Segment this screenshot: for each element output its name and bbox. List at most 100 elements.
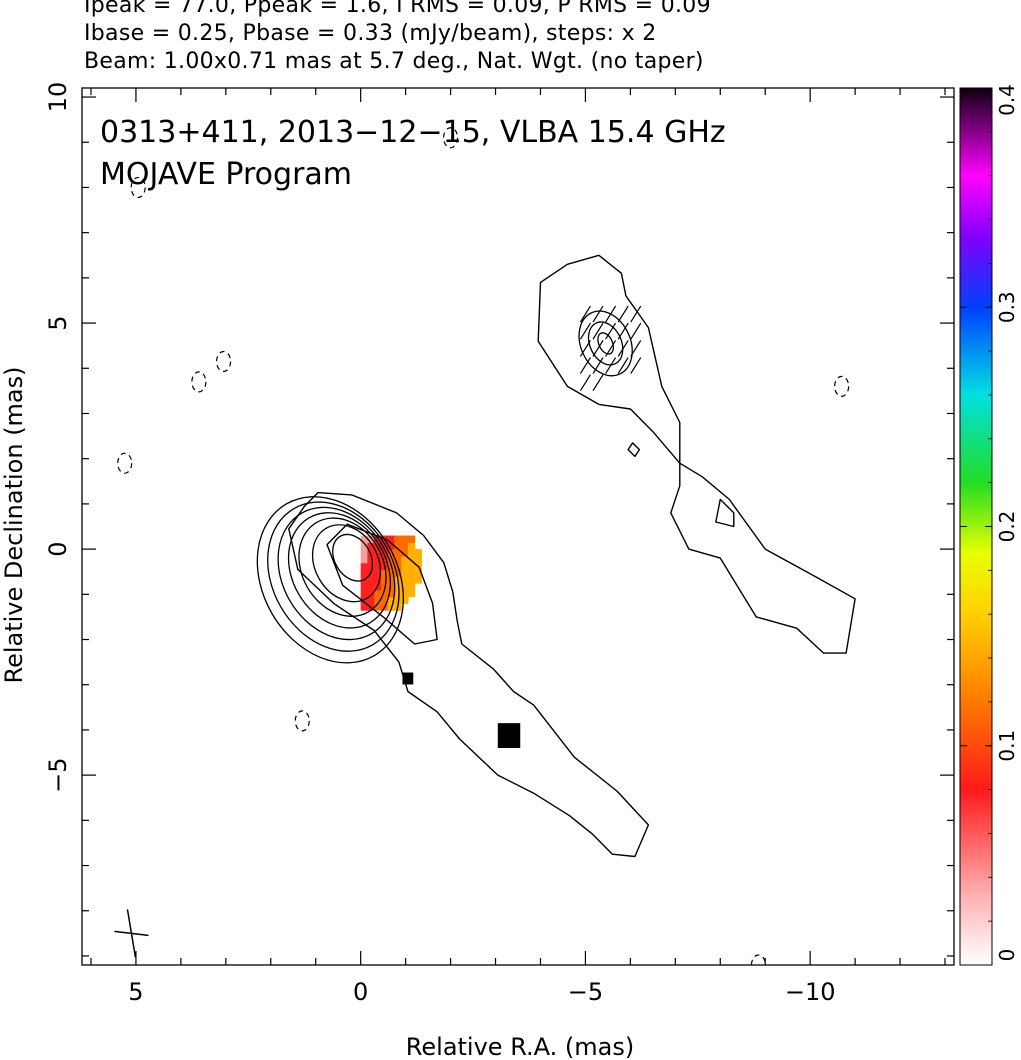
polarization-vector: [592, 374, 604, 392]
polarization-vector: [617, 357, 629, 374]
core-contour: [267, 501, 400, 652]
polarization-vector: [605, 322, 617, 340]
dark-patch: [402, 672, 414, 685]
polarization-vector: [579, 305, 591, 323]
polarization-vector: [579, 340, 591, 357]
polarization-cell: [374, 562, 382, 571]
polarization-cell: [367, 555, 375, 564]
polarization-cell: [360, 589, 369, 598]
polarization-cell: [367, 535, 375, 543]
polarization-vector: [579, 374, 591, 392]
colorbar-tick-label: 0.3: [995, 291, 1019, 323]
polarization-cell: [407, 562, 416, 571]
core-contour: [256, 496, 404, 664]
polarization-cell: [387, 549, 395, 557]
polarization-cell: [360, 535, 369, 543]
polarization-cell: [367, 549, 375, 557]
polarization-cell: [394, 535, 402, 543]
polarization-cell: [387, 555, 395, 564]
polarization-cell: [380, 549, 389, 557]
polarization-cell: [360, 569, 369, 577]
y-tick-label: 10: [44, 82, 72, 113]
polarization-cell: [414, 549, 422, 557]
polarization-cell: [394, 583, 402, 591]
polarization-cell: [360, 583, 369, 591]
polarization-cell: [380, 576, 389, 584]
jet-contour: [715, 498, 735, 528]
polarization-cell: [374, 542, 382, 550]
x-tick-label: −10: [785, 978, 836, 1006]
knot-contour: [578, 310, 633, 377]
colorbar-tick-label: 0.1: [995, 730, 1019, 762]
polarization-cell: [401, 542, 409, 550]
polarization-cell: [360, 596, 369, 604]
negative-contour: [442, 127, 459, 149]
header-line-3: Beam: 1.00x0.71 mas at 5.7 deg., Nat. Wg…: [84, 49, 704, 74]
polarization-cell: [414, 555, 422, 564]
colorbar-tick-label: 0.2: [995, 511, 1019, 543]
polarization-cell: [387, 542, 395, 550]
negative-contour: [130, 176, 146, 199]
y-axis-label: Relative Declination (mas): [0, 366, 28, 683]
polarization-cell: [401, 569, 409, 577]
polarization-cell: [401, 562, 409, 571]
x-tick-label: −5: [568, 978, 603, 1006]
plot-frame: [81, 87, 955, 966]
polarization-cell: [374, 596, 382, 604]
polarization-cell: [407, 583, 416, 591]
polarization-vector: [579, 357, 591, 374]
core-contour: [277, 506, 396, 641]
polarization-cell: [374, 555, 382, 564]
polarization-cell: [367, 589, 375, 598]
polarization-vector: [630, 340, 642, 357]
header-line-2: Ibase = 0.25, Pbase = 0.33 (mJy/beam), s…: [84, 21, 657, 46]
core-contour: [332, 533, 374, 582]
polarization-vector: [605, 305, 617, 323]
polarization-cell: [380, 542, 389, 550]
polarization-vector: [630, 357, 642, 374]
polarization-cell: [380, 596, 389, 604]
colorbar-tick-label: 0.4: [995, 84, 1019, 116]
negative-contour: [750, 954, 767, 965]
polarization-vector: [592, 357, 604, 374]
polarization-cell: [401, 555, 409, 564]
core-contour: [311, 524, 382, 603]
polarization-cell: [360, 562, 369, 571]
polarization-vector: [630, 322, 642, 340]
polarization-vector: [630, 305, 642, 323]
y-tick-label: −5: [44, 757, 72, 792]
polarization-cell: [387, 576, 395, 584]
polarization-cell: [394, 589, 402, 598]
polarization-vector: [617, 340, 629, 357]
jet-contour: [537, 254, 856, 654]
polarization-cell: [401, 549, 409, 557]
x-tick-label: 0: [353, 978, 368, 1006]
polarization-cell: [387, 569, 395, 577]
polarization-cell: [367, 583, 375, 591]
dark-patch: [497, 723, 521, 749]
polarization-cell: [367, 542, 375, 550]
polarization-vector: [592, 305, 604, 323]
polarization-cell: [394, 542, 402, 550]
chart-title: 0313+411, 2013−12−15, VLBA 15.4 GHz: [100, 115, 726, 150]
polarization-cell: [414, 569, 422, 577]
polarization-cell: [387, 583, 395, 591]
polarization-cell: [380, 555, 389, 564]
polarization-cell: [360, 542, 369, 550]
jet-contour: [288, 491, 650, 858]
x-axis-label: Relative R.A. (mas): [406, 1033, 634, 1060]
polarization-vector: [579, 322, 591, 340]
negative-contour: [117, 452, 133, 474]
polarization-cell: [374, 569, 382, 577]
polarization-cell: [367, 596, 375, 604]
core-contour: [298, 517, 387, 617]
polarization-vector: [605, 340, 617, 357]
polarization-cell: [407, 576, 416, 584]
polarization-cell: [407, 549, 416, 557]
polarization-cell: [407, 535, 416, 543]
polarization-vector: [617, 322, 629, 340]
polarization-cell: [360, 549, 369, 557]
core-contour: [287, 512, 391, 629]
y-tick-label: 5: [44, 315, 72, 330]
